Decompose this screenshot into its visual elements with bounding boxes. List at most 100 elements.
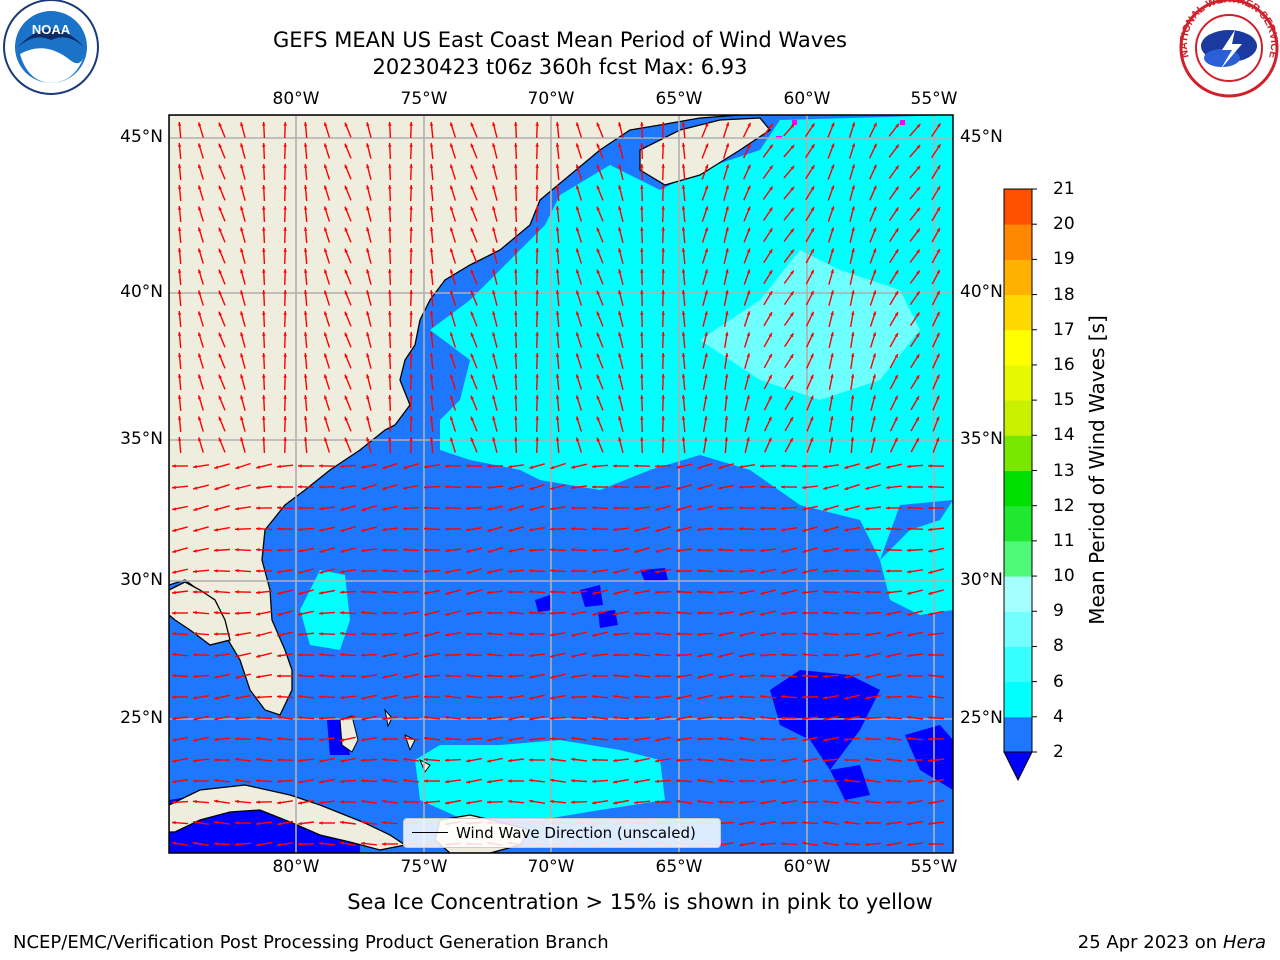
wave-arrow-head: [429, 143, 434, 147]
wave-arrow-head: [466, 506, 470, 510]
wave-arrow-head: [361, 465, 366, 469]
wave-arrow-head: [634, 716, 638, 720]
wave-arrow-head: [936, 144, 941, 149]
wave-arrow-head: [718, 527, 722, 531]
noaa-logo: NOAA: [3, 0, 99, 95]
wave-arrow-head: [596, 248, 600, 253]
wave-arrow-head: [172, 464, 176, 468]
wave-arrow-head: [916, 291, 920, 296]
wave-arrow-head: [283, 269, 287, 273]
wave-arrow-head: [218, 395, 222, 400]
wave-arrow-head: [429, 374, 434, 378]
colorbar-band: [1004, 470, 1032, 507]
wave-arrow-head: [319, 591, 323, 595]
wave-arrow-head: [277, 464, 281, 469]
wave-arrow-head: [514, 374, 518, 378]
wave-arrow-head: [298, 653, 302, 657]
wave-arrow-head: [298, 506, 302, 510]
wave-arrow-head: [592, 527, 596, 531]
wave-arrow-head: [705, 122, 709, 127]
wave-arrow-head: [790, 165, 795, 170]
wave-arrow-head: [916, 207, 920, 212]
nws-logo: NATIONAL WEATHER SERVICE: [1178, 0, 1280, 98]
colorbar-tick-label: 4: [1053, 706, 1064, 727]
sea-ice-speck: [900, 120, 905, 125]
lon-label-bottom: 70°W: [527, 857, 575, 877]
lon-label-bottom: 80°W: [272, 857, 320, 877]
wave-arrow-head: [298, 527, 302, 532]
wave-arrow-head: [256, 569, 260, 573]
wave-arrow-head: [388, 395, 392, 399]
footer-machine: Hera: [1222, 932, 1266, 953]
wave-arrow-head: [450, 206, 454, 211]
wave-arrow-head: [823, 841, 827, 845]
colorbar: [1003, 188, 1037, 782]
wave-arrow-head: [445, 612, 450, 616]
wave-arrow-head: [550, 778, 554, 783]
wave-arrow-head: [681, 227, 686, 231]
wave-arrow-head: [283, 206, 287, 210]
wave-arrow-head: [550, 737, 554, 741]
wave-arrow-head: [492, 353, 496, 358]
wave-arrow-head: [746, 374, 750, 379]
wave-arrow-head: [344, 143, 348, 148]
wave-arrow-head: [768, 249, 773, 254]
wave-arrow-head: [403, 548, 407, 552]
wave-arrow-head: [676, 799, 680, 804]
wave-arrow-head: [936, 395, 940, 400]
wave-arrow-head: [872, 395, 876, 400]
wave-arrow-head: [739, 715, 743, 720]
wave-arrow-head: [769, 228, 773, 233]
wave-arrow-head: [450, 164, 454, 169]
wave-arrow-head: [802, 738, 806, 742]
wave-arrow-head: [382, 675, 387, 679]
wave-arrow-head: [634, 549, 639, 553]
wave-arrow-head: [218, 248, 222, 253]
wave-arrow-head: [240, 122, 244, 127]
wave-arrow-head: [661, 122, 665, 126]
wave-arrow-head: [262, 353, 266, 357]
colorbar-band: [1004, 611, 1032, 647]
wave-arrow-head: [850, 416, 855, 420]
wave-arrow-head: [262, 416, 266, 420]
wave-arrow-head: [725, 206, 729, 211]
wave-arrow-head: [725, 185, 729, 190]
wave-arrow-head: [823, 799, 827, 804]
wave-arrow-head: [640, 332, 644, 336]
wave-arrow-head: [576, 269, 580, 274]
wave-arrow-head: [718, 506, 722, 511]
wave-arrow-head: [514, 395, 518, 399]
wave-arrow-head: [344, 290, 348, 295]
wave-arrow-head: [177, 248, 182, 252]
wave-arrow-head: [676, 738, 680, 742]
wave-arrow-head: [760, 527, 764, 531]
wave-arrow-head: [697, 548, 701, 552]
wave-arrow-head: [760, 464, 764, 468]
wave-arrow-head: [894, 416, 898, 421]
wave-arrow-head: [424, 612, 429, 616]
wave-arrow-head: [470, 206, 474, 211]
wave-arrow-head: [340, 800, 344, 804]
wave-arrow-head: [844, 569, 848, 573]
wave-arrow-head: [739, 674, 743, 679]
wave-arrow-head: [640, 395, 644, 399]
wave-arrow-head: [592, 736, 596, 741]
wave-arrow-head: [508, 549, 512, 553]
wave-arrow-head: [218, 122, 222, 127]
wave-arrow-head: [915, 396, 919, 401]
wave-arrow-head: [718, 757, 722, 762]
wave-arrow-head: [596, 227, 600, 232]
wave-arrow-head: [172, 738, 176, 742]
wave-arrow-head: [298, 801, 302, 805]
wave-arrow-head: [697, 507, 702, 511]
wave-arrow-head: [492, 437, 496, 442]
wave-arrow-head: [865, 757, 869, 762]
wave-arrow-head: [172, 631, 176, 636]
wave-arrow-head: [895, 165, 899, 170]
wave-arrow-head: [172, 841, 176, 845]
wave-arrow-head: [865, 548, 869, 552]
wave-arrow-head: [529, 528, 533, 532]
wave-arrow-head: [529, 799, 533, 803]
wave-arrow-head: [895, 123, 899, 128]
wave-arrow-head: [535, 290, 539, 294]
